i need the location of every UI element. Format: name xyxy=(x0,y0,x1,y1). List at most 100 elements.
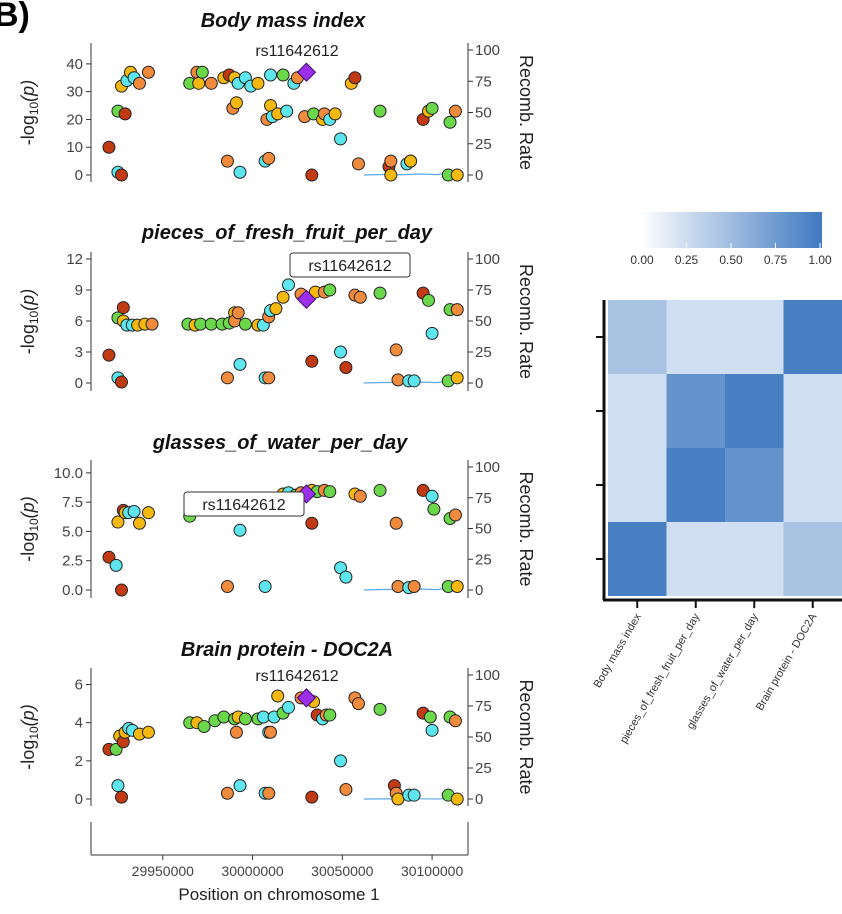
heatmap-cell xyxy=(608,522,667,596)
colorbar-tick-label: 0.75 xyxy=(764,253,788,267)
snp-point xyxy=(264,68,278,82)
y2-axis-label: Recomb. Rate xyxy=(516,55,536,170)
lead-snp-marker xyxy=(296,688,317,708)
y2-tick-label: 100 xyxy=(475,42,500,59)
snp-point xyxy=(264,725,278,739)
snp-point xyxy=(231,306,245,320)
snp-point xyxy=(404,154,418,168)
x-tick-label: 30050000 xyxy=(311,863,374,879)
panel-title: pieces_of_fresh_fruit_per_day xyxy=(141,222,433,244)
snp-point xyxy=(389,343,403,357)
heatmap-x-label: Body mass index xyxy=(592,611,645,690)
snp-point xyxy=(450,168,464,182)
snp-point xyxy=(373,286,387,300)
y-tick-label: 2.5 xyxy=(62,553,83,570)
snp-point xyxy=(115,583,129,597)
snp-point xyxy=(233,523,247,537)
heatmap-cell xyxy=(666,300,725,374)
snp-point xyxy=(256,710,270,724)
y-tick-label: 4 xyxy=(75,715,83,732)
y-tick-label: 0 xyxy=(75,375,83,392)
heatmap-cell xyxy=(666,448,725,522)
snp-point xyxy=(450,579,464,593)
lead-snp-label-box xyxy=(183,491,305,517)
lead-snp-label: rs11642612 xyxy=(308,258,391,275)
y-tick-label: 0 xyxy=(75,167,83,184)
snp-point xyxy=(220,371,234,385)
heatmap-cell xyxy=(783,374,842,448)
y2-tick-label: 0 xyxy=(475,375,483,392)
snp-point xyxy=(192,76,206,90)
snp-point xyxy=(111,515,125,529)
snp-point xyxy=(339,361,353,374)
y2-axis-label: Recomb. Rate xyxy=(516,264,536,379)
snp-point xyxy=(416,483,430,497)
snp-point xyxy=(238,317,252,331)
snp-point xyxy=(233,779,247,793)
snp-point xyxy=(328,107,342,121)
snp-point xyxy=(145,317,159,331)
snp-point xyxy=(281,278,295,292)
y-tick-label: 7.5 xyxy=(62,494,83,511)
panel-title: glasses_of_water_per_day xyxy=(152,432,408,454)
snp-point xyxy=(115,168,129,182)
colorbar-tick-label: 0.00 xyxy=(630,253,654,267)
snp-point xyxy=(334,132,348,146)
y2-tick-label: 50 xyxy=(475,729,492,746)
manhattan-panel-bmi: Body mass index 0 10 20 30 40 0 25 50 75 100 -log1… xyxy=(18,10,536,184)
colorbar-tick-label: 0.50 xyxy=(719,253,743,267)
heatmap-cell xyxy=(725,374,784,448)
snp-point xyxy=(323,283,337,297)
y-axis-label: -log10(p) xyxy=(18,704,41,769)
colorbar: 0.00 0.25 0.50 0.75 1.00 xyxy=(630,212,832,267)
y2-tick-label: 100 xyxy=(475,459,500,476)
snp-point xyxy=(339,570,353,584)
snp-point xyxy=(132,516,146,530)
snp-point xyxy=(348,71,362,85)
snp-point xyxy=(407,579,421,593)
snp-point xyxy=(391,792,405,806)
correlation-heatmap: Body mass indexpieces_of_fresh_fruit_per… xyxy=(592,300,842,746)
y-tick-label: 5.0 xyxy=(62,523,83,540)
lead-snp-marker xyxy=(296,289,317,310)
snp-point xyxy=(238,712,252,726)
snp-point xyxy=(233,357,247,371)
y2-tick-label: 75 xyxy=(475,698,492,715)
heatmap-cell xyxy=(783,448,842,522)
heatmap-cell xyxy=(608,448,667,522)
y-tick-label: 20 xyxy=(66,111,83,128)
y2-tick-label: 75 xyxy=(475,490,492,507)
manhattan-panel-water: glasses_of_water_per_day 0.0 2.5 5.0 7.5 10.… xyxy=(18,432,536,599)
y-tick-label: 12 xyxy=(66,251,83,268)
snp-point xyxy=(425,101,439,115)
snp-point xyxy=(269,302,283,316)
snp-point xyxy=(102,140,116,154)
snp-point xyxy=(118,107,132,121)
y2-tick-label: 0 xyxy=(475,167,483,184)
snp-point xyxy=(204,317,218,331)
snp-point xyxy=(220,579,234,593)
snp-point xyxy=(251,76,265,90)
snp-point xyxy=(391,373,405,387)
y-tick-label: 6 xyxy=(75,677,83,694)
snp-point xyxy=(373,483,387,497)
snp-point xyxy=(141,65,155,79)
snp-point xyxy=(427,502,441,516)
snp-point xyxy=(305,516,319,530)
y-tick-label: 0.0 xyxy=(62,582,83,599)
y2-tick-label: 50 xyxy=(475,313,492,330)
snp-point xyxy=(194,317,208,331)
snp-point xyxy=(351,697,365,711)
heatmap-cell xyxy=(666,522,725,596)
snp-point xyxy=(109,558,123,572)
snp-point xyxy=(141,506,155,520)
snp-point xyxy=(305,168,319,182)
colorbar-tick-label: 1.00 xyxy=(808,253,832,267)
snp-point xyxy=(450,303,464,317)
snp-point xyxy=(197,720,211,734)
snp-point xyxy=(373,104,387,118)
heatmap-cell xyxy=(725,448,784,522)
snp-point xyxy=(233,165,247,179)
lead-snp-label: rs11642612 xyxy=(255,668,338,685)
